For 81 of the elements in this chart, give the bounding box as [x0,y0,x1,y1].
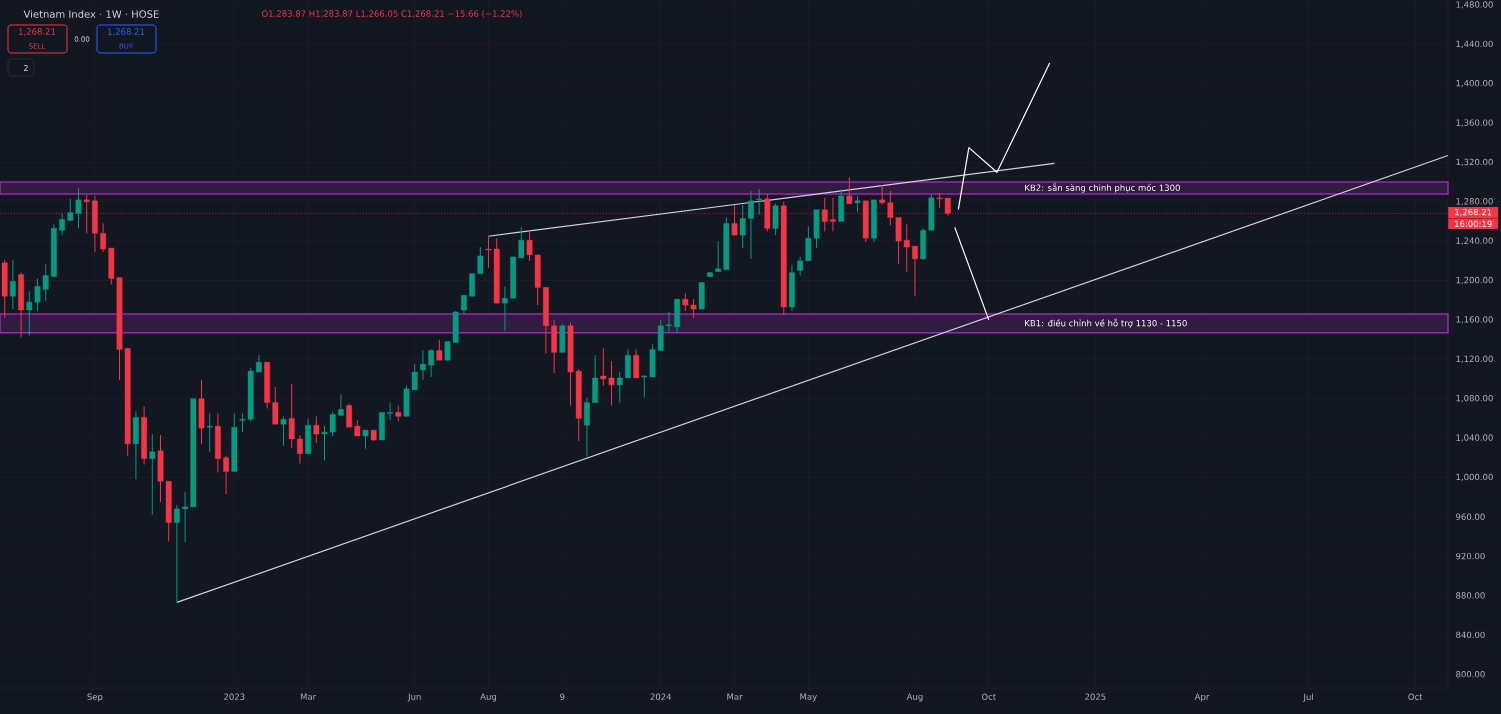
candlestick [206,412,213,453]
x-tick-label: Aug [480,693,497,702]
text: O1,283.87 H1,283.87 L1,266.05 C1,268.21 −15.66 (−1.22%) [262,10,522,18]
y-tick-label: 1,320.00 [1456,158,1493,167]
candlestick [772,203,779,236]
y-tick-label: 1,040.00 [1456,434,1493,442]
x-tick-label: Mar [300,693,317,700]
candlestick [739,204,746,249]
candlestick [518,226,525,259]
x-tick-label: Jun [407,693,421,702]
y-tick-label: 1,440.00 [1456,40,1493,48]
x-tick-label: Oct [1408,693,1423,700]
y-tick-label: 1,360.00 [1456,119,1493,127]
x-tick-label: Apr [1194,693,1210,702]
y-tick-label: 920.00 [1456,552,1485,560]
candlestick [625,348,631,379]
candlestick [288,383,295,449]
x-tick-label: 2023 [224,693,245,700]
x-tick-label: Jul [1303,693,1313,702]
x-tick-label: Oct [981,693,996,700]
candlestick [346,403,353,428]
candlestick [174,504,180,603]
y-tick-label: 1,080.00 [1456,394,1493,403]
candlestick [797,256,804,277]
candlestick [502,285,508,332]
y-tick-label: 880.00 [1456,592,1485,599]
candlestick [633,348,640,379]
candlestick [428,348,435,378]
y-tick-label: 1,280.00 [1456,198,1493,206]
candlestick [748,190,754,260]
candlestick [149,433,156,516]
x-tick-label: Aug [906,693,923,702]
candlestick [223,455,229,495]
y-tick-label: 960.00 [1456,513,1485,520]
candlestick [387,402,394,421]
x-tick-label: Sep [87,693,103,702]
candlestick [715,240,722,273]
y-tick-label: 800.00 [1456,671,1485,678]
y-tick-label: 840.00 [1456,631,1485,639]
candlestick [313,415,320,444]
y-tick-label: 1,400.00 [1456,80,1493,88]
text: 16:00:19 [1455,220,1492,228]
annotation: 1,268.21 [19,28,56,36]
candlestick [461,294,467,315]
candlestick [280,415,287,447]
x-tick-label: May [800,693,817,702]
candlestick [616,371,623,404]
candlestick [436,339,443,361]
candlestick [420,349,426,381]
candlestick [9,259,16,310]
candlestick [477,246,484,275]
candlestick [666,311,672,334]
candlestick [912,245,918,297]
y-tick-label: 1,120.00 [1456,355,1493,363]
y-tick-label: 1,160.00 [1456,316,1493,324]
y-tick-label: 1,200.00 [1456,276,1493,285]
candlestick [272,386,279,425]
candlestick [100,222,106,253]
candlestick [59,213,65,236]
candlestick [584,397,590,458]
annotation: 1,268.21 [108,28,145,36]
x-tick-label: 2025 [1085,693,1106,700]
band-label: KB1: điều chỉnh về hỗ trợ 1130 - 1150 [1025,318,1187,328]
candlestick [846,176,853,205]
y-tick-label: 1,480.00 [1456,1,1493,9]
x-tick-label: 9 [560,693,565,700]
candlestick [297,434,303,465]
y-tick-label: 1,000.00 [1456,473,1493,482]
candlestick [469,273,476,297]
text: Vietnam Index · 1W · HOSE [23,10,159,18]
candlestick [338,394,344,416]
band-label: KB2: sẵn sàng chinh phục mốc 1300 [1025,183,1180,193]
x-tick-label: 2024 [650,693,672,700]
candlestick [756,188,763,216]
annotation: 2 [24,65,28,71]
ref-line-label: 1,268.21 [1455,208,1492,217]
x-tick-label: Mar [727,693,743,700]
candlestick [731,204,738,236]
candlestick [362,429,369,450]
y-tick-label: 1,240.00 [1456,237,1493,245]
candlestick [182,491,188,543]
